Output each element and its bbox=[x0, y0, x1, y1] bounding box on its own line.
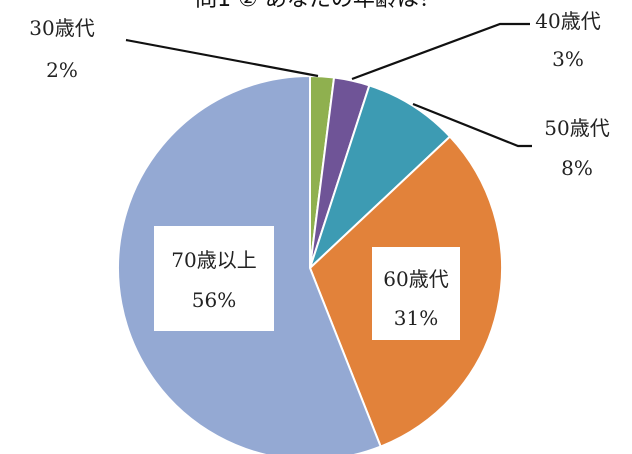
slice-label-40s: 40歳代 bbox=[535, 9, 600, 33]
leader-line-40s bbox=[351, 22, 530, 81]
slice-label-70plus: 70歳以上 bbox=[171, 248, 256, 272]
slice-value-70plus: 56% bbox=[192, 288, 236, 312]
leader-lines bbox=[125, 22, 532, 148]
slice-label-box-60s bbox=[372, 247, 460, 340]
slice-value-40s: 3% bbox=[552, 47, 584, 71]
slice-label-60s: 60歳代 bbox=[383, 267, 448, 291]
slice-label-box-70plus bbox=[154, 226, 274, 331]
slice-value-30s: 2% bbox=[46, 58, 78, 82]
slice-value-50s: 8% bbox=[561, 156, 593, 180]
chart-title: 問1 ② あなたの年齢は？ bbox=[195, 0, 441, 12]
slice-value-60s: 31% bbox=[394, 306, 438, 330]
slice-label-30s: 30歳代 bbox=[29, 16, 94, 40]
slice-label-50s: 50歳代 bbox=[544, 116, 609, 140]
leader-line-30s bbox=[125, 38, 319, 78]
pie-slice-2 bbox=[309, 84, 452, 269]
leader-line-50s bbox=[412, 102, 532, 148]
